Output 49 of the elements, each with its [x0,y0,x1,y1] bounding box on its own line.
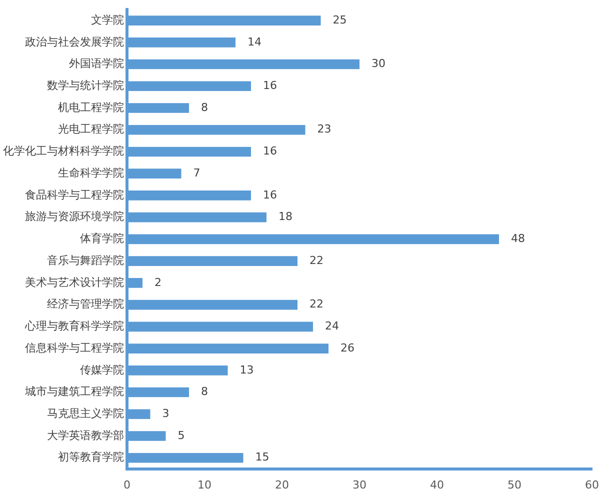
y-tick-label: 大学英语教学部 [47,428,124,442]
data-label: 48 [511,232,525,246]
x-tick-label: 0 [124,478,130,492]
y-tick-label: 旅游与资源环境学院 [25,210,124,224]
data-label: 26 [340,341,354,354]
x-tick-label: 20 [275,478,289,492]
data-label: 30 [372,57,386,70]
y-tick-label: 经济与管理学院 [47,298,124,311]
y-tick-label: 城市与建筑工程学院 [24,385,124,398]
y-tick-label: 传媒学院 [80,363,124,376]
data-label: 5 [178,428,185,442]
y-tick-label: 化学化工与材料科学学院 [3,144,124,158]
x-tick-label: 10 [198,478,212,492]
y-tick-label: 生命科学学院 [58,166,124,180]
data-label: 22 [310,298,324,311]
y-tick-label: 光电工程学院 [58,122,124,136]
data-label: 8 [201,385,208,398]
y-tick-label: 美术与艺术设计学院 [25,276,124,289]
data-label: 16 [263,144,277,158]
data-label: 18 [278,210,292,224]
y-tick-label: 数学与统计学院 [47,78,124,92]
data-label: 25 [332,13,347,26]
data-label: 16 [263,78,277,92]
y-tick-label: 体育学院 [80,232,124,246]
y-tick-label: 文学院 [91,13,124,26]
data-label: 14 [248,35,262,48]
x-tick-label: 30 [352,478,366,492]
data-label: 3 [162,406,170,420]
y-tick-label: 初等教育学院 [58,450,124,464]
x-tick-label: 40 [430,478,444,492]
x-tick-label: 50 [508,478,522,492]
y-tick-label: 信息科学与工程学院 [25,341,124,354]
data-label: 16 [263,188,277,202]
y-tick-label: 机电工程学院 [58,100,124,114]
y-tick-label: 食品科学与工程学院 [25,188,124,202]
data-label: 7 [193,166,200,180]
data-label: 15 [255,450,270,464]
y-tick-label: 政治与社会发展学院 [25,35,124,48]
y-tick-label: 音乐与舞蹈学院 [47,254,124,267]
x-tick-label: 60 [585,478,599,492]
y-tick-label: 马克思主义学院 [47,406,124,420]
data-label: 22 [310,254,324,267]
data-label: 24 [325,320,339,333]
data-label: 23 [317,122,332,136]
y-tick-label: 心理与教育科学学院 [24,320,124,333]
y-tick-label: 外国语学院 [69,57,124,70]
data-label: 8 [201,100,208,114]
data-label: 2 [154,276,162,289]
data-label: 13 [240,363,254,376]
